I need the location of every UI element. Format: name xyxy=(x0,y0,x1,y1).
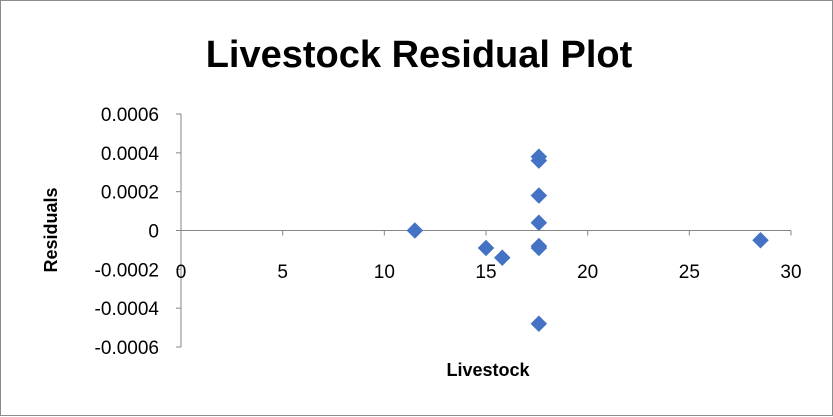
y-tick-label: -0.0006 xyxy=(95,338,159,359)
data-point xyxy=(530,152,548,169)
y-tick-label: -0.0004 xyxy=(95,299,160,320)
x-tick-label: 20 xyxy=(577,262,598,283)
y-tick-label: -0.0002 xyxy=(95,260,159,281)
data-points xyxy=(406,148,769,333)
y-tick-label: 0.0006 xyxy=(101,105,159,126)
data-point xyxy=(752,231,769,249)
data-point xyxy=(530,315,548,333)
y-tick-labels: 0.0006 0.0004 0.0002 0 -0.0002 -0.0004 -0.0006 xyxy=(95,105,160,359)
y-axis-label: Residuals xyxy=(41,187,61,272)
y-tick-label: 0 xyxy=(148,222,159,243)
x-tick-label: 25 xyxy=(679,262,700,283)
x-tick-label: 5 xyxy=(277,262,288,283)
x-tick-labels: 0 5 10 15 20 25 30 xyxy=(176,262,802,283)
chart-title: Livestock Residual Plot xyxy=(206,34,633,76)
x-tick-label: 10 xyxy=(374,262,395,283)
y-tick-label: 0.0002 xyxy=(101,183,159,204)
data-point xyxy=(530,187,548,204)
data-point xyxy=(406,222,424,239)
x-axis-label: Livestock xyxy=(446,360,530,380)
data-point xyxy=(477,239,495,257)
data-point xyxy=(530,239,548,257)
x-axis xyxy=(180,230,792,236)
y-tick-label: 0.0004 xyxy=(101,144,160,165)
x-tick-label: 0 xyxy=(176,262,187,283)
data-point xyxy=(530,214,548,232)
x-tick-label: 15 xyxy=(475,262,496,283)
y-axis xyxy=(176,113,182,348)
data-point xyxy=(493,249,511,267)
x-tick-label: 30 xyxy=(780,262,801,283)
